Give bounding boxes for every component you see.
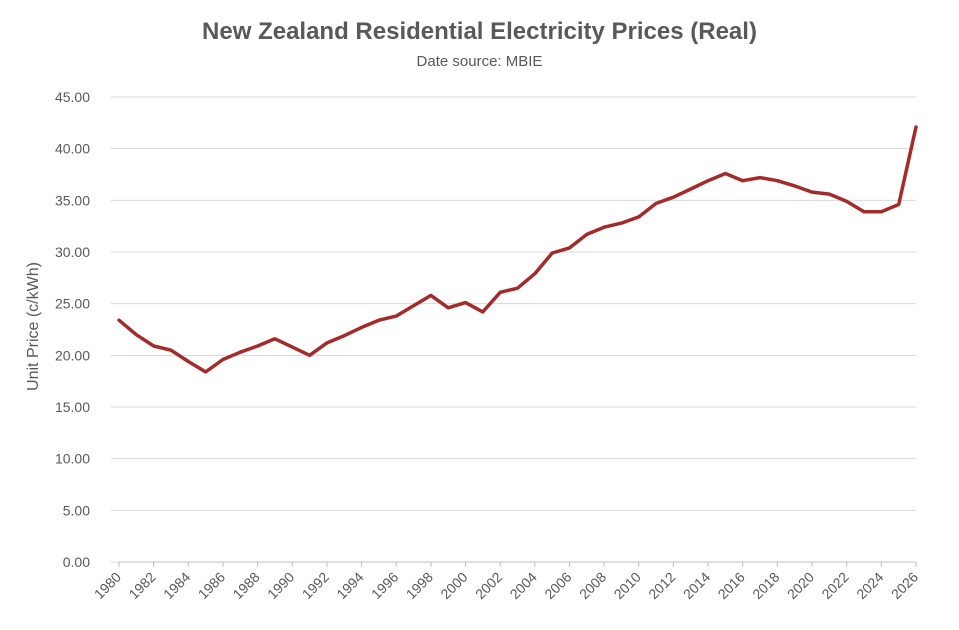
y-tick-label: 5.00 [63,502,90,518]
x-tick-label: 1986 [195,569,228,602]
y-tick-label: 40.00 [55,141,90,157]
data-point [724,172,727,175]
x-tick-label: 2018 [749,569,782,602]
data-point [256,345,259,348]
data-point [880,210,883,213]
x-tick-label: 1980 [91,569,124,602]
data-point [915,125,918,128]
data-point [481,310,484,313]
x-tick-label: 1990 [264,569,297,602]
data-point [620,222,623,225]
data-point [118,319,121,322]
x-tick-label: 1984 [160,569,193,602]
y-tick-label: 20.00 [55,347,90,363]
x-tick-label: 2014 [680,569,713,602]
y-tick-label: 15.00 [55,399,90,415]
x-tick-label: 2026 [888,569,921,602]
x-tick-label: 1992 [299,569,332,602]
x-tick-label: 2012 [645,569,678,602]
x-tick-label: 1994 [333,569,366,602]
chart-title: New Zealand Residential Electricity Pric… [202,18,757,45]
data-point [603,226,606,229]
data-point [135,333,138,336]
x-tick-label: 1982 [125,569,158,602]
data-point [447,306,450,309]
data-point [551,252,554,255]
data-point [377,319,380,322]
data-point [828,193,831,196]
data-point [811,191,814,194]
data-point [516,287,519,290]
data-point [187,360,190,363]
x-tick-label: 2002 [472,569,505,602]
x-tick-label: 1998 [403,569,436,602]
data-point [429,294,432,297]
data-point [499,291,502,294]
data-point [759,176,762,179]
x-tick-label: 2016 [715,569,748,602]
data-point [273,337,276,340]
y-tick-label: 35.00 [55,192,90,208]
data-point [672,196,675,199]
series-line [117,125,918,374]
y-axis-label: Unit Price (c/kWh) [25,262,42,391]
data-point [291,346,294,349]
data-point [152,345,155,348]
x-tick-label: 2022 [818,569,851,602]
x-tick-label: 2006 [541,569,574,602]
data-point [845,200,848,203]
data-point [412,304,415,307]
data-point [169,349,172,352]
data-point [325,341,328,344]
data-point [204,370,207,373]
y-tick-label: 10.00 [55,451,90,467]
data-point [793,184,796,187]
data-point [221,358,224,361]
data-point [239,351,242,354]
data-point [568,246,571,249]
chart-subtitle: Date source: MBIE [416,53,543,70]
data-point [776,179,779,182]
x-tick-label: 2020 [784,569,817,602]
data-point [863,210,866,213]
x-tick-label: 1996 [368,569,401,602]
y-tick-label: 25.00 [55,296,90,312]
x-tick-label: 2008 [576,569,609,602]
data-point [360,326,363,329]
x-tick-label: 2024 [853,569,886,602]
data-point [395,315,398,318]
x-tick-label: 2010 [611,569,644,602]
y-tick-label: 30.00 [55,244,90,260]
y-tick-label: 45.00 [55,89,90,105]
data-point [655,202,658,205]
data-point [707,179,710,182]
y-tick-label: 0.00 [63,554,90,570]
x-tick-label: 2000 [437,569,470,602]
x-tick-label: 2004 [507,569,540,602]
data-point [585,233,588,236]
data-point [741,179,744,182]
data-point [637,215,640,218]
data-point [689,187,692,190]
data-point [464,301,467,304]
data-point [343,334,346,337]
data-point [533,272,536,275]
x-tick-label: 1988 [229,569,262,602]
data-point [308,354,311,357]
data-point [897,203,900,206]
